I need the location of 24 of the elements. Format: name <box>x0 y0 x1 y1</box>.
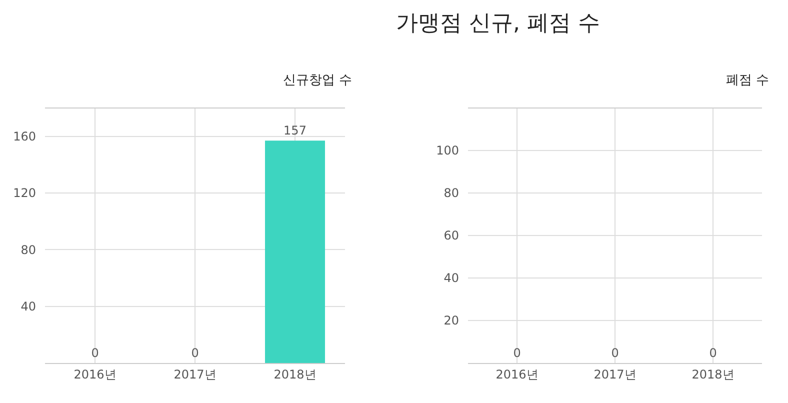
chart-title: 가맹점 신규, 폐점 수 <box>396 10 600 38</box>
data-label: 0 <box>91 346 99 360</box>
x-tick-label: 2016년 <box>74 367 116 382</box>
data-label: 0 <box>513 346 521 360</box>
data-label: 0 <box>709 346 717 360</box>
y-tick-label: 80 <box>444 186 459 200</box>
y-tick-label: 40 <box>444 271 459 286</box>
y-tick-label: 40 <box>20 300 36 314</box>
y-tick-label: 120 <box>13 186 36 200</box>
y-tick-label: 80 <box>20 242 36 257</box>
data-label: 0 <box>611 346 619 360</box>
x-tick-label: 2018년 <box>692 367 734 382</box>
y-tick-label: 160 <box>13 130 36 144</box>
chart-subtitle: 폐점 수 <box>726 73 770 88</box>
x-tick-label: 2017년 <box>594 367 636 382</box>
x-tick-label: 2016년 <box>496 367 538 382</box>
chart-subtitle: 신규창업 수 <box>283 73 352 88</box>
x-tick-label: 2017년 <box>174 367 216 382</box>
data-label: 157 <box>284 124 306 138</box>
y-tick-label: 20 <box>444 314 459 328</box>
x-tick-label: 2018년 <box>274 367 316 382</box>
y-tick-label: 60 <box>444 228 459 243</box>
data-label: 0 <box>191 346 199 360</box>
y-tick-label: 100 <box>436 144 459 158</box>
